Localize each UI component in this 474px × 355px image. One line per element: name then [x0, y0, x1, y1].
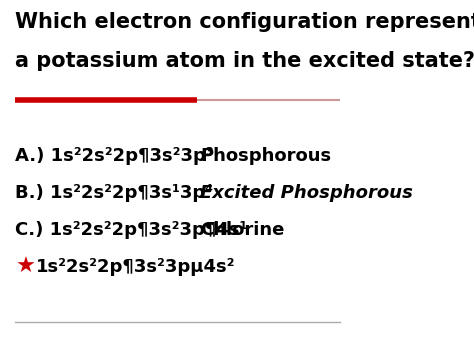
Text: a potassium atom in the excited state?: a potassium atom in the excited state? — [15, 51, 474, 71]
Text: Phosphorous: Phosphorous — [200, 147, 331, 165]
Text: Which electron configuration represents: Which electron configuration represents — [15, 12, 474, 32]
Text: C.) 1s²2s²2p¶3s²3p¶4s¹: C.) 1s²2s²2p¶3s²3p¶4s¹ — [15, 221, 247, 239]
Text: A.) 1s²2s²2p¶3s²3p³: A.) 1s²2s²2p¶3s²3p³ — [15, 147, 214, 165]
Text: B.) 1s²2s²2p¶3s¹3p⁴: B.) 1s²2s²2p¶3s¹3p⁴ — [15, 184, 213, 202]
Text: 1s²2s²2p¶3s²3pµ4s²: 1s²2s²2p¶3s²3pµ4s² — [36, 258, 236, 276]
Text: Excited Phosphorous: Excited Phosphorous — [200, 184, 413, 202]
Text: ★: ★ — [15, 257, 35, 277]
Text: Chlorine: Chlorine — [200, 221, 284, 239]
